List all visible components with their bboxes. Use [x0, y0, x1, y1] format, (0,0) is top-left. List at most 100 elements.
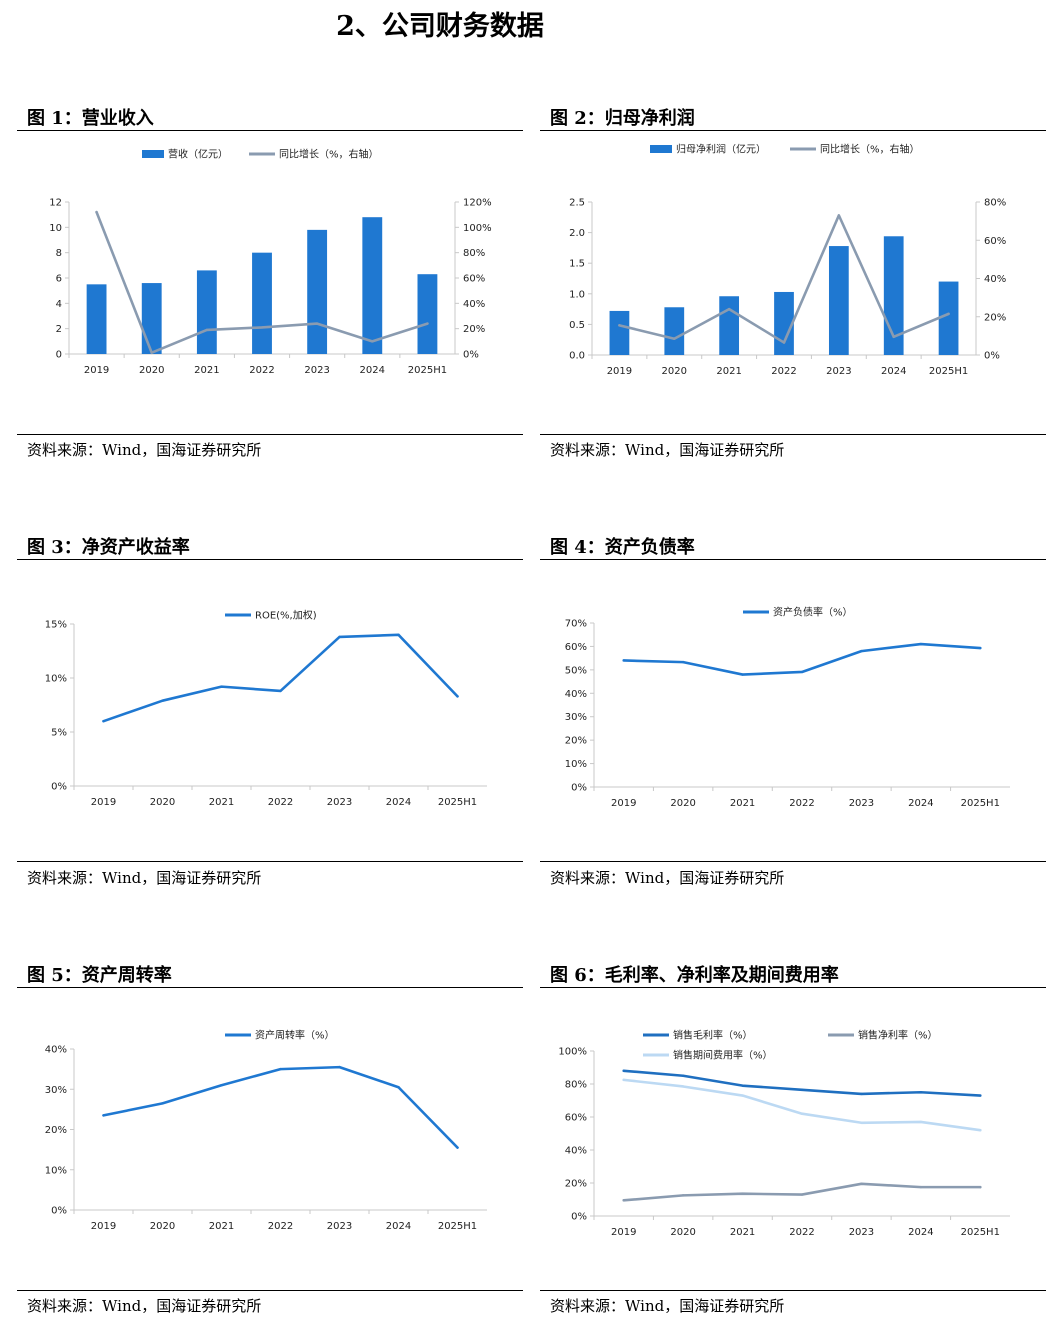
y-tick-label: 10: [49, 223, 62, 234]
chart-debt-ratio: 0% 10% 20% 30% 40% 50% 60% 70% 2019 2020 2021 2022 2…: [565, 606, 1010, 809]
figure-panel-1: 图 1：营业收入 0 2 4 6 8 10 12 0% 20% 40% 60% 80% 100% 120%…: [17, 104, 527, 464]
y-tick-label: 40%: [565, 689, 587, 700]
x-tick-label: 2022: [268, 1221, 293, 1232]
legend-label: ROE(%,加权): [255, 609, 317, 622]
x-tick-label: 2024: [908, 798, 933, 809]
figure-panel-6: 图 6：毛利率、净利率及期间费用率 0% 20% 40% 60% 80% 100% 2019…: [540, 961, 1050, 1321]
legend-swatch: [142, 150, 164, 158]
x-tick-label: 2019: [91, 1221, 116, 1232]
x-tick-label: 2023: [849, 798, 874, 809]
title-rule: [17, 130, 523, 131]
y-right-tick-label: 0%: [463, 350, 479, 361]
data-point: [220, 1084, 223, 1087]
x-tick-label: 2022: [268, 797, 293, 808]
y-tick-label: 6: [56, 274, 62, 285]
y-tick-label: 2.0: [569, 228, 585, 239]
x-tick-label: 2021: [209, 1221, 234, 1232]
legend-label: 资产周转率（%）: [255, 1029, 335, 1042]
data-point: [426, 322, 429, 325]
source-rule: [540, 861, 1046, 862]
source-rule: [17, 1290, 523, 1291]
series-line: [102, 633, 459, 723]
x-tick-label: 2025H1: [961, 798, 1000, 809]
data-point: [279, 689, 282, 693]
x-tick-label: 2025H1: [438, 797, 477, 808]
bar: [719, 296, 740, 355]
data-point: [161, 699, 164, 702]
data-point: [681, 660, 685, 664]
y-tick-label: 0%: [571, 1212, 587, 1223]
data-point: [397, 633, 400, 636]
data-point: [979, 646, 982, 650]
data-point: [622, 1069, 625, 1072]
data-point: [782, 341, 786, 344]
x-tick-label: 2022: [789, 1227, 814, 1238]
data-point: [338, 1065, 341, 1069]
figure-title: 图 6：毛利率、净利率及期间费用率: [550, 965, 839, 986]
figure-title: 图 4：资产负债率: [550, 537, 695, 558]
data-point: [800, 1112, 804, 1115]
y-right-tick-label: 20%: [984, 312, 1006, 323]
source-note: 资料来源：Wind，国海证券研究所: [27, 1297, 262, 1315]
y-right-tick-label: 40%: [984, 274, 1006, 285]
series-line: [622, 1182, 982, 1202]
bar: [417, 274, 438, 354]
data-point: [622, 1078, 625, 1082]
x-tick-label: 2024: [360, 365, 385, 376]
legend-swatch: [650, 145, 672, 153]
data-point: [622, 659, 625, 662]
y-tick-label: 70%: [565, 619, 587, 630]
figure-title: 图 2：归母净利润: [550, 108, 695, 129]
x-tick-label: 2024: [386, 797, 411, 808]
y-right-tick-label: 120%: [463, 198, 492, 209]
y-tick-label: 1.0: [569, 289, 585, 300]
x-tick-label: 2025H1: [438, 1221, 477, 1232]
data-point: [979, 1129, 982, 1132]
figure-title: 图 5：资产周转率: [27, 965, 172, 986]
legend-label: 营收（亿元）: [168, 148, 228, 161]
data-point: [397, 1086, 400, 1089]
y-tick-label: 15%: [45, 620, 67, 631]
y-tick-label: 40%: [45, 1045, 67, 1056]
y-tick-label: 50%: [565, 665, 587, 676]
source-rule: [540, 434, 1046, 435]
y-tick-label: 40%: [565, 1146, 587, 1157]
bar: [938, 281, 959, 355]
figure-title: 图 3：净资产收益率: [27, 537, 190, 558]
y-tick-label: 2.5: [569, 198, 585, 209]
x-tick-label: 2023: [304, 365, 329, 376]
y-tick-label: 10%: [45, 1165, 67, 1176]
data-point: [456, 695, 459, 698]
data-point: [161, 1102, 164, 1105]
x-tick-label: 2021: [716, 366, 741, 377]
legend-label: 资产负债率（%）: [773, 606, 853, 619]
data-point: [741, 673, 744, 676]
data-point: [220, 685, 223, 688]
x-tick-label: 2024: [386, 1221, 411, 1232]
data-point: [681, 1074, 685, 1077]
y-tick-label: 5%: [51, 728, 67, 739]
y-tick-label: 4: [56, 299, 62, 310]
data-point: [622, 1199, 625, 1202]
y-tick-label: 0%: [51, 1206, 67, 1217]
x-tick-label: 2019: [611, 1227, 636, 1238]
figure-panel-2: 图 2：归母净利润 0.0 0.5 1.0 1.5 2.0 2.5 0% 20% 40% 60% 8…: [540, 104, 1050, 464]
series-line: [622, 1069, 982, 1097]
data-point: [860, 1182, 863, 1186]
source-note: 资料来源：Wind，国海证券研究所: [550, 441, 785, 459]
data-point: [919, 1091, 923, 1094]
x-tick-label: 2020: [662, 366, 687, 377]
x-tick-label: 2020: [150, 797, 175, 808]
data-point: [741, 1094, 744, 1097]
y-right-tick-label: 80%: [463, 248, 485, 259]
data-point: [315, 322, 319, 325]
x-tick-label: 2019: [84, 365, 109, 376]
x-tick-label: 2021: [194, 365, 219, 376]
y-tick-label: 30%: [45, 1085, 67, 1096]
legend-label: 归母净利润（亿元）: [676, 143, 766, 156]
y-right-tick-label: 40%: [463, 299, 485, 310]
data-point: [260, 326, 264, 329]
y-tick-label: 20%: [45, 1125, 67, 1136]
y-tick-label: 60%: [565, 1113, 587, 1124]
x-tick-label: 2023: [327, 1221, 352, 1232]
